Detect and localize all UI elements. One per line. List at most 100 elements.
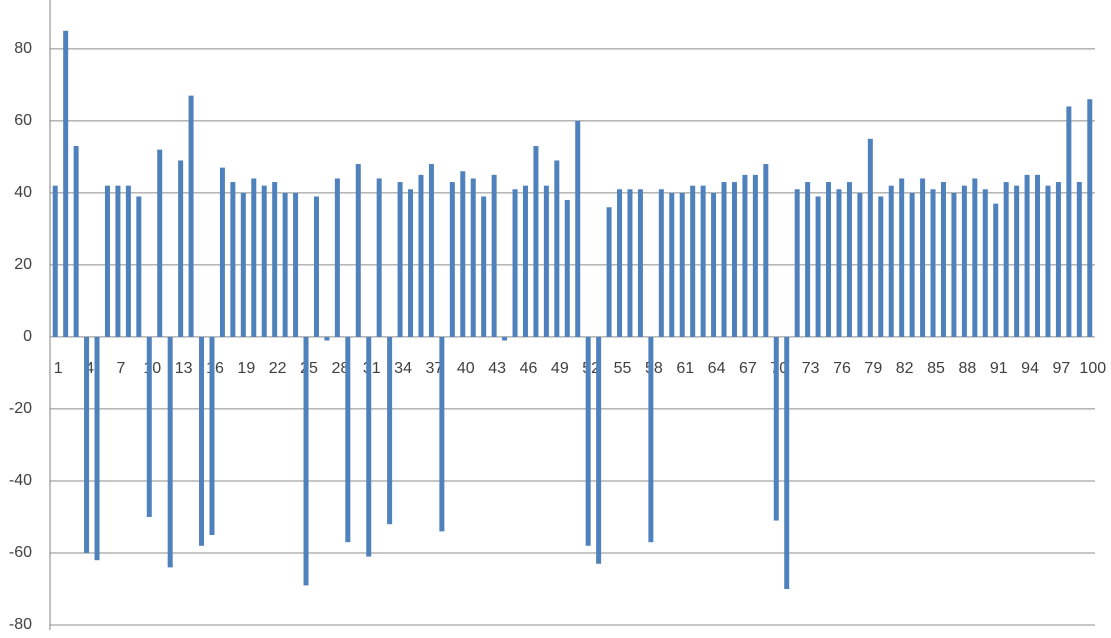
bar bbox=[52, 185, 58, 337]
x-tick-label: 94 bbox=[1021, 360, 1039, 377]
x-tick-label: 85 bbox=[927, 360, 945, 377]
x-tick-label: 34 bbox=[394, 360, 412, 377]
bar bbox=[240, 192, 246, 337]
bar bbox=[533, 146, 539, 337]
bar bbox=[219, 167, 225, 337]
bar bbox=[1035, 174, 1041, 337]
bar bbox=[669, 192, 675, 337]
x-tick-label: 46 bbox=[520, 360, 538, 377]
bar bbox=[951, 192, 957, 337]
y-tick-label: 40 bbox=[14, 184, 32, 201]
bar bbox=[826, 182, 832, 337]
bar bbox=[282, 192, 288, 337]
bar bbox=[627, 189, 633, 337]
bar bbox=[313, 196, 319, 337]
bar bbox=[888, 185, 894, 337]
y-tick-label: -60 bbox=[9, 544, 32, 561]
bar bbox=[418, 174, 424, 337]
bar bbox=[502, 336, 508, 341]
bar bbox=[648, 336, 654, 543]
x-tick-label: 37 bbox=[426, 360, 444, 377]
bar bbox=[909, 192, 915, 337]
bar bbox=[251, 178, 257, 337]
bar bbox=[491, 174, 497, 337]
bar bbox=[596, 336, 602, 564]
bar bbox=[658, 189, 664, 337]
bar bbox=[711, 192, 717, 337]
x-tick-label: 13 bbox=[175, 360, 193, 377]
bar bbox=[324, 336, 330, 341]
y-tick-label: 0 bbox=[23, 328, 32, 345]
bar bbox=[345, 336, 351, 543]
bar bbox=[334, 178, 340, 337]
bar bbox=[700, 185, 706, 337]
bar bbox=[303, 336, 309, 586]
bar bbox=[721, 182, 727, 337]
bar bbox=[543, 185, 549, 337]
bar bbox=[115, 185, 121, 337]
bar bbox=[376, 178, 382, 337]
bar bbox=[199, 336, 205, 546]
bar bbox=[585, 336, 591, 546]
bar bbox=[857, 192, 863, 337]
bar bbox=[439, 336, 445, 532]
y-tick-label: 80 bbox=[14, 40, 32, 57]
bar bbox=[63, 30, 69, 337]
bar bbox=[470, 178, 476, 337]
bar bbox=[899, 178, 905, 337]
bar bbox=[815, 196, 821, 337]
x-tick-label: 16 bbox=[206, 360, 224, 377]
bar bbox=[554, 160, 560, 337]
bar bbox=[982, 189, 988, 337]
x-tick-label: 100 bbox=[1079, 360, 1106, 377]
y-tick-label: -40 bbox=[9, 472, 32, 489]
bar bbox=[846, 182, 852, 337]
x-tick-label: 55 bbox=[614, 360, 632, 377]
bar bbox=[73, 146, 79, 337]
bar bbox=[867, 138, 873, 337]
y-tick-label: -20 bbox=[9, 400, 32, 417]
x-tick-label: 19 bbox=[237, 360, 255, 377]
bar bbox=[617, 189, 623, 337]
x-tick-label: 61 bbox=[676, 360, 694, 377]
x-tick-label: 1 bbox=[54, 360, 63, 377]
bar bbox=[731, 182, 737, 337]
x-tick-label: 28 bbox=[331, 360, 349, 377]
bar bbox=[930, 189, 936, 337]
bar bbox=[1066, 106, 1072, 337]
bar bbox=[230, 182, 236, 337]
bar bbox=[449, 182, 455, 337]
bar bbox=[512, 189, 518, 337]
bar bbox=[637, 189, 643, 337]
bar bbox=[920, 178, 926, 337]
x-tick-label: 58 bbox=[645, 360, 663, 377]
x-tick-label: 64 bbox=[708, 360, 726, 377]
bar bbox=[481, 196, 487, 337]
bar bbox=[178, 160, 184, 337]
x-tick-label: 31 bbox=[363, 360, 381, 377]
bar bbox=[742, 174, 748, 337]
bar bbox=[1087, 99, 1093, 337]
x-tick-label: 43 bbox=[488, 360, 506, 377]
x-tick-label: 82 bbox=[896, 360, 914, 377]
bar bbox=[1003, 182, 1009, 337]
bar bbox=[1024, 174, 1030, 337]
bar bbox=[1045, 185, 1051, 337]
y-tick-label: -80 bbox=[9, 616, 32, 633]
bar bbox=[261, 185, 267, 337]
bar bbox=[209, 336, 215, 535]
bar bbox=[146, 336, 152, 517]
x-tick-label: 4 bbox=[85, 360, 94, 377]
x-tick-label: 91 bbox=[990, 360, 1008, 377]
bar bbox=[836, 189, 842, 337]
y-tick-label: 60 bbox=[14, 112, 32, 129]
bar bbox=[125, 185, 131, 337]
bar bbox=[408, 189, 414, 337]
bar bbox=[104, 185, 110, 337]
bar bbox=[387, 336, 393, 525]
x-tick-label: 10 bbox=[143, 360, 161, 377]
bar bbox=[773, 336, 779, 521]
bar bbox=[355, 164, 361, 337]
bar bbox=[1014, 185, 1020, 337]
